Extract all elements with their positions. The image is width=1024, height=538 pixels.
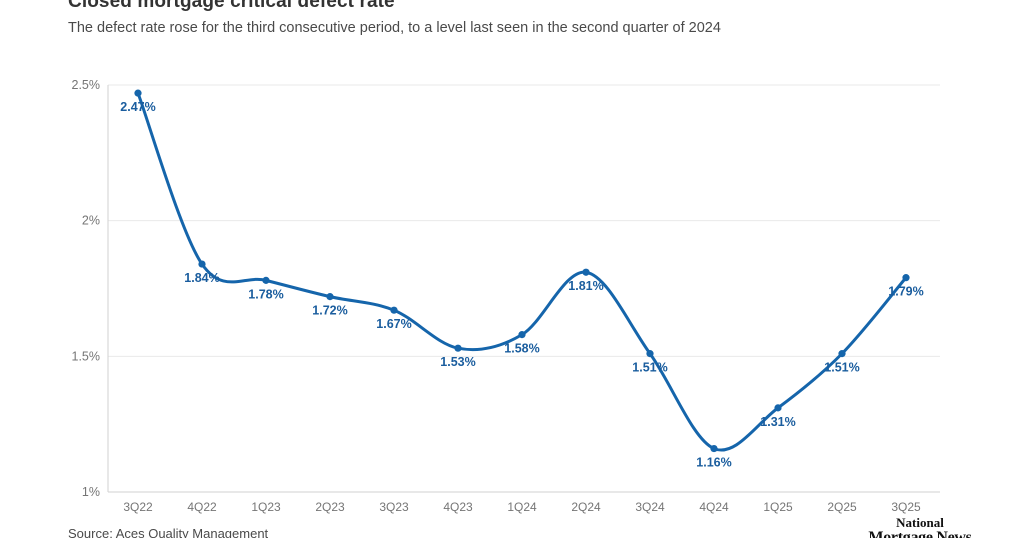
y-tick-label: 2.5% bbox=[72, 78, 101, 92]
national-mortgage-news-logo: National Mortgage News bbox=[845, 516, 995, 538]
data-label: 1.51% bbox=[632, 361, 667, 375]
data-point bbox=[326, 293, 334, 301]
data-point bbox=[774, 404, 782, 412]
y-tick-label: 1.5% bbox=[72, 349, 101, 363]
data-point bbox=[902, 274, 910, 282]
data-point bbox=[518, 331, 526, 339]
data-label: 1.31% bbox=[760, 415, 795, 429]
x-tick-label: 3Q25 bbox=[891, 500, 921, 514]
data-label: 2.47% bbox=[120, 100, 155, 114]
data-label: 1.81% bbox=[568, 279, 603, 293]
chart-title: Closed mortgage critical defect rate bbox=[68, 0, 395, 12]
data-label: 1.84% bbox=[184, 271, 219, 285]
x-tick-label: 1Q25 bbox=[763, 500, 793, 514]
line-series bbox=[136, 91, 908, 452]
x-tick-label: 2Q24 bbox=[571, 500, 601, 514]
data-point bbox=[454, 344, 462, 352]
data-label: 1.67% bbox=[376, 317, 411, 331]
x-tick-label: 3Q24 bbox=[635, 500, 665, 514]
data-point bbox=[262, 276, 270, 284]
y-tick-label: 2% bbox=[82, 214, 100, 228]
data-label: 1.79% bbox=[888, 285, 923, 299]
source-note: Source: Aces Quality Management bbox=[68, 526, 269, 538]
chart-subtitle: The defect rate rose for the third conse… bbox=[68, 20, 721, 36]
data-label: 1.78% bbox=[248, 287, 283, 301]
data-point bbox=[710, 444, 718, 453]
data-label: 1.53% bbox=[440, 355, 475, 369]
logo-line1: National bbox=[896, 515, 944, 530]
logo-line2: Mortgage News bbox=[868, 529, 972, 538]
data-point bbox=[582, 268, 590, 276]
y-axis-grid: 2.5% 2% 1.5% 1% bbox=[72, 78, 940, 499]
y-tick-label: 1% bbox=[82, 485, 100, 499]
x-tick-label: 4Q22 bbox=[187, 500, 217, 514]
data-label: 1.16% bbox=[696, 456, 731, 470]
data-label: 1.58% bbox=[504, 342, 539, 356]
data-point bbox=[198, 260, 206, 268]
x-tick-label: 2Q23 bbox=[315, 500, 345, 514]
x-axis: 3Q22 4Q22 1Q23 2Q23 3Q23 4Q23 1Q24 2Q24 3Q24 4Q24… bbox=[123, 500, 921, 514]
data-point bbox=[134, 89, 142, 97]
x-tick-label: 4Q24 bbox=[699, 500, 729, 514]
x-tick-label: 4Q23 bbox=[443, 500, 473, 514]
data-point bbox=[646, 350, 654, 358]
x-tick-label: 3Q23 bbox=[379, 500, 409, 514]
data-label: 1.51% bbox=[824, 361, 859, 375]
x-tick-label: 3Q22 bbox=[123, 500, 153, 514]
data-point bbox=[838, 350, 846, 358]
data-label: 1.72% bbox=[312, 304, 347, 318]
x-tick-label: 1Q24 bbox=[507, 500, 537, 514]
x-tick-label: 1Q23 bbox=[251, 500, 281, 514]
x-tick-label: 2Q25 bbox=[827, 500, 857, 514]
data-point bbox=[390, 306, 398, 314]
data-points: 2.47% 1.84% 1.78% 1.72% 1.67% 1.53% 1.58% 1.81%… bbox=[120, 89, 924, 470]
